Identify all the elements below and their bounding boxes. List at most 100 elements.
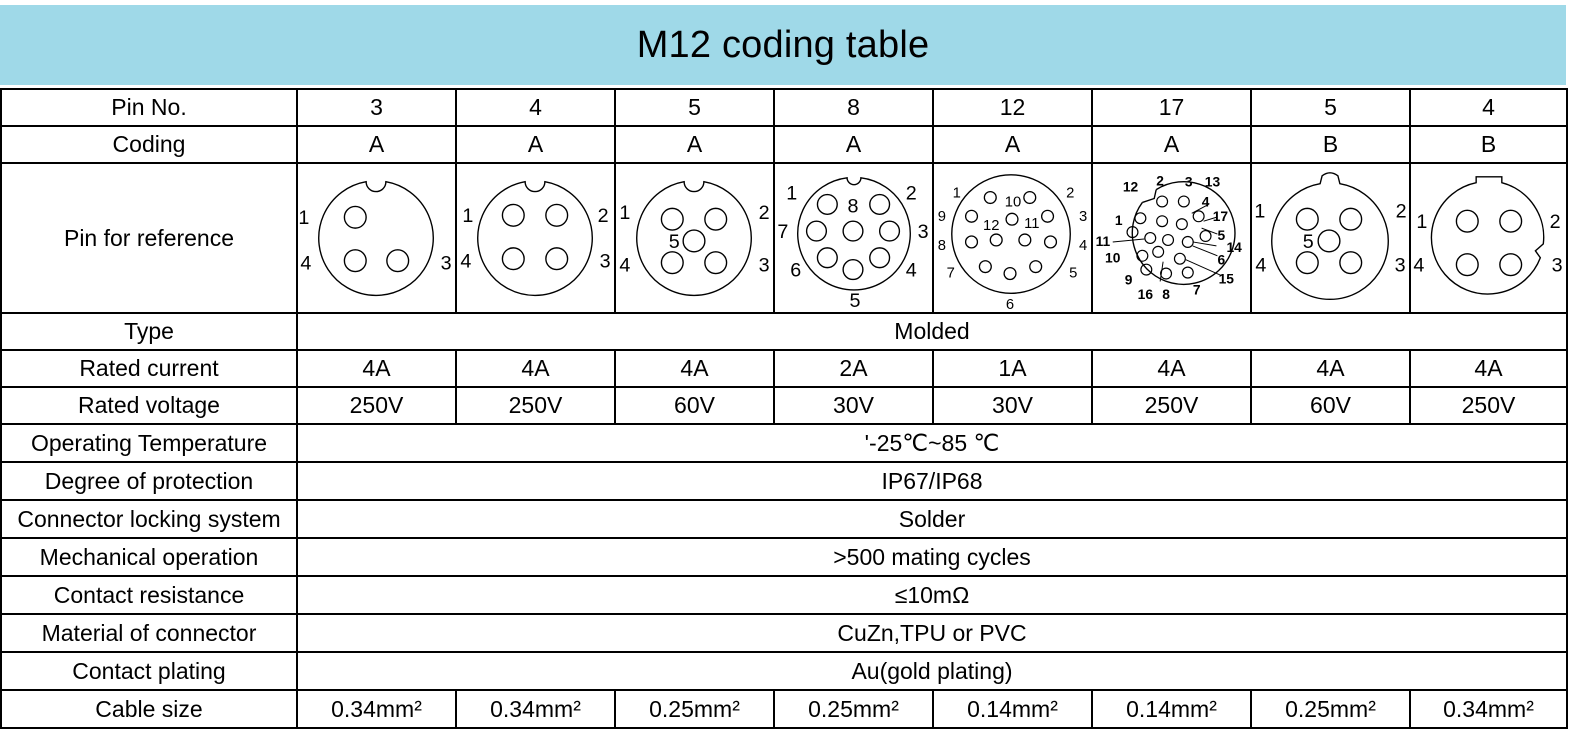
row-label: Operating Temperature — [0, 423, 298, 463]
pin-label: 1 — [462, 205, 473, 227]
pin-label: 5 — [669, 231, 680, 253]
cable-size-cell: 0.34mm² — [1409, 689, 1568, 729]
pin-label: 6 — [790, 260, 801, 282]
pin-label: 4 — [1413, 255, 1424, 277]
pin-label: 4 — [1202, 193, 1210, 209]
contact-resistance-value: ≤10mΩ — [296, 575, 1568, 615]
pin-label: 3 — [600, 251, 611, 273]
pin-label: 1 — [619, 202, 630, 224]
pin-diagram-cell: 1 2 7 3 6 4 5 8 — [773, 162, 934, 314]
pin-no-cell: 5 — [614, 88, 775, 127]
pin-label: 17 — [1213, 208, 1229, 224]
pin-label: 9 — [938, 209, 946, 225]
pin-label: 12 — [983, 218, 999, 234]
cable-size-cell: 0.34mm² — [455, 689, 616, 729]
row-degree-of-protection: Degree of protection IP67/IP68 — [0, 461, 1568, 501]
row-label: Rated voltage — [0, 386, 298, 425]
pin-label: 3 — [759, 255, 770, 277]
cable-size-cell: 0.14mm² — [1091, 689, 1252, 729]
pin-layout-4a-diagram: 1 2 4 3 — [460, 180, 611, 297]
pin-label: 3 — [1552, 255, 1563, 277]
row-mechanical-operation: Mechanical operation >500 mating cycles — [0, 537, 1568, 577]
pin-label: 2 — [1550, 211, 1561, 233]
row-label: Material of connector — [0, 613, 298, 653]
row-pin-reference: Pin for reference 1 4 3 1 2 — [0, 162, 1568, 314]
contact-plating-value: Au(gold plating) — [296, 651, 1568, 691]
rated-current-cell: 4A — [1409, 349, 1568, 388]
pin-label: 7 — [947, 265, 955, 281]
coding-cell: A — [614, 125, 775, 164]
rated-current-cell: 1A — [932, 349, 1093, 388]
coding-cell: B — [1250, 125, 1411, 164]
pin-label: 6 — [1006, 297, 1014, 312]
pin-layout-12a-diagram: 1 2 9 3 8 4 7 5 6 10 12 11 — [938, 174, 1087, 312]
pin-label: 9 — [1125, 271, 1133, 287]
row-label: Contact plating — [0, 651, 298, 691]
row-operating-temperature: Operating Temperature '-25℃~85 ℃ — [0, 423, 1568, 463]
pin-label: 5 — [1218, 227, 1226, 243]
pin-no-cell: 4 — [1409, 88, 1568, 127]
pin-no-cell: 4 — [455, 88, 616, 127]
pin-diagram-cell: 1 2 4 3 5 — [614, 162, 775, 314]
pin-label: 14 — [1227, 239, 1243, 255]
row-label: Pin No. — [0, 88, 298, 127]
pin-label: 5 — [1303, 231, 1314, 253]
cable-size-cell: 0.14mm² — [932, 689, 1093, 729]
pin-layout-8a-diagram: 1 2 7 3 6 4 5 8 — [777, 176, 929, 312]
pin-label: 7 — [777, 221, 788, 243]
row-contact-plating: Contact plating Au(gold plating) — [0, 651, 1568, 691]
pin-layout-4b-diagram: 1 2 4 3 — [1413, 176, 1563, 295]
row-label: Connector locking system — [0, 499, 298, 539]
pin-diagram-cell: 1 2 4 3 — [1409, 162, 1568, 314]
row-rated-voltage: Rated voltage 250V 250V 60V 30V 30V 250V… — [0, 386, 1568, 425]
pin-label: 4 — [1255, 255, 1266, 277]
pin-label: 4 — [1079, 238, 1087, 254]
pin-no-cell: 17 — [1091, 88, 1252, 127]
type-value: Molded — [296, 312, 1568, 351]
pin-label: 2 — [1156, 173, 1164, 189]
pin-no-cell: 8 — [773, 88, 934, 127]
row-label: Mechanical operation — [0, 537, 298, 577]
rated-current-cell: 2A — [773, 349, 934, 388]
cable-size-cell: 0.25mm² — [614, 689, 775, 729]
rated-voltage-cell: 250V — [455, 386, 616, 425]
pin-label: 10 — [1105, 250, 1121, 266]
pin-label: 3 — [1395, 255, 1406, 277]
pin-label: 4 — [300, 253, 311, 275]
row-cable-size: Cable size 0.34mm² 0.34mm² 0.25mm² 0.25m… — [0, 689, 1568, 729]
row-locking-system: Connector locking system Solder — [0, 499, 1568, 539]
rated-current-cell: 4A — [614, 349, 775, 388]
coding-cell: A — [932, 125, 1093, 164]
row-label: Rated current — [0, 349, 298, 388]
rated-voltage-cell: 60V — [1250, 386, 1411, 425]
pin-label: 5 — [849, 290, 860, 312]
pin-label: 12 — [1123, 179, 1139, 195]
rated-current-cell: 4A — [455, 349, 616, 388]
pin-label: 2 — [759, 202, 770, 224]
pin-label: 11 — [1024, 216, 1039, 232]
row-label: Degree of protection — [0, 461, 298, 501]
pin-label: 11 — [1096, 233, 1111, 249]
title-band: M12 coding table — [0, 5, 1566, 85]
row-coding: Coding A A A A A A B B — [0, 125, 1568, 164]
row-contact-resistance: Contact resistance ≤10mΩ — [0, 575, 1568, 615]
operating-temperature-value: '-25℃~85 ℃ — [296, 423, 1568, 463]
pin-layout-5b-diagram: 1 2 4 3 5 — [1254, 172, 1407, 300]
pin-label: 2 — [1396, 200, 1407, 222]
row-label: Cable size — [0, 689, 298, 729]
coding-cell: A — [773, 125, 934, 164]
pin-label: 3 — [1079, 209, 1087, 225]
rated-current-cell: 4A — [1091, 349, 1252, 388]
pin-label: 4 — [619, 255, 630, 277]
coding-cell: A — [1091, 125, 1252, 164]
pin-no-cell: 12 — [932, 88, 1093, 127]
pin-label: 6 — [1218, 252, 1226, 268]
rated-voltage-cell: 30V — [773, 386, 934, 425]
coding-cell: B — [1409, 125, 1568, 164]
pin-diagram-cell: 1 2 4 3 — [455, 162, 616, 314]
pin-label: 10 — [1005, 194, 1021, 210]
rated-current-cell: 4A — [296, 349, 457, 388]
mechanical-operation-value: >500 mating cycles — [296, 537, 1568, 577]
rated-voltage-cell: 250V — [296, 386, 457, 425]
pin-label: 3 — [441, 253, 452, 275]
